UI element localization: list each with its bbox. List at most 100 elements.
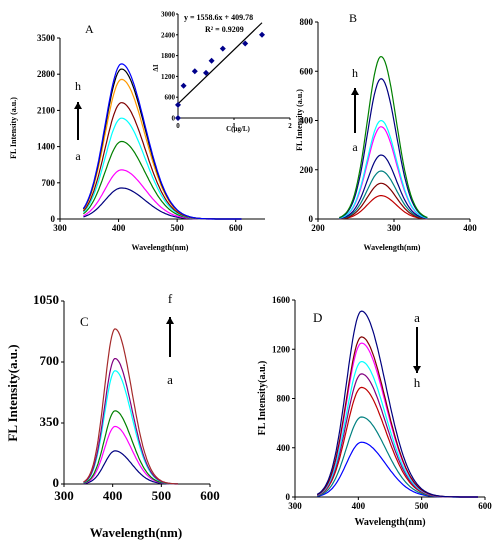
inset-data-point	[180, 82, 187, 89]
x-tick-label: 400	[103, 488, 123, 503]
series-line-7	[339, 78, 428, 219]
x-tick-label: 600	[478, 501, 492, 511]
inset-y-tick-label: 1200	[161, 73, 176, 81]
inset-y-axis-label: ΔI	[152, 64, 160, 71]
y-tick-label: 400	[300, 116, 314, 126]
x-axis-label: Wavelength(nm)	[364, 243, 421, 252]
arrow-top-label: h	[352, 66, 358, 80]
inset-x-axis-label: C(μg/L)	[226, 125, 250, 133]
inset-background	[178, 14, 290, 118]
series-line-8	[82, 63, 242, 220]
arrow-bottom-label: a	[75, 149, 81, 163]
x-tick-label: 300	[387, 223, 401, 233]
series-line-1	[339, 195, 428, 220]
series-line-6	[83, 328, 178, 485]
x-tick-label: 300	[54, 488, 74, 503]
y-tick-label: 0	[53, 475, 60, 490]
x-tick-label: 300	[53, 223, 67, 233]
y-tick-label: 2800	[37, 69, 56, 79]
y-axis-label: FL Intensity(a.u.)	[257, 361, 268, 436]
x-tick-label: 600	[229, 223, 243, 233]
inset-fit-line	[177, 22, 263, 105]
inset-x-tick-label: 2	[288, 122, 292, 130]
inset-data-point	[175, 101, 181, 108]
y-tick-label: 600	[300, 66, 314, 76]
inset-data-point	[203, 69, 209, 76]
y-tick-label: 800	[300, 17, 314, 27]
panel-letter: A	[85, 22, 94, 36]
inset-r-squared: R² = 0.9209	[205, 25, 244, 34]
y-tick-label: 1200	[272, 344, 291, 354]
inset-y-tick-label: 0	[172, 115, 176, 123]
y-tick-label: 800	[277, 394, 291, 404]
inset-x-tick-label: 0	[176, 122, 180, 130]
chart-panel-d: 0 400 800 1200 1600 300 400 500 600 Wavelength(nm…	[257, 295, 492, 528]
y-axis-label: FL Intensity(a.u.)	[5, 344, 20, 441]
y-tick-label: 0	[286, 492, 291, 502]
y-tick-label: 200	[300, 165, 314, 175]
x-axis-label: Wavelength(nm)	[90, 525, 182, 540]
y-tick-label: 1050	[33, 292, 59, 307]
arrow-bottom-label: a	[352, 140, 358, 154]
panel-letter: B	[349, 11, 357, 25]
series-line-8	[316, 310, 478, 498]
trend-arrow-head	[413, 366, 421, 373]
inset-y-tick-label: 600	[165, 94, 176, 102]
inset-data-point	[175, 115, 181, 121]
x-tick-label: 300	[288, 501, 302, 511]
arrow-bottom-label: a	[167, 372, 173, 387]
y-tick-label: 350	[40, 414, 60, 429]
series-line-3	[339, 170, 428, 220]
x-axis-label: Wavelength(nm)	[132, 243, 189, 252]
x-tick-label: 400	[352, 501, 366, 511]
series-line-6	[339, 119, 428, 219]
panel-letter: C	[80, 314, 89, 329]
inset-data-point	[242, 40, 249, 47]
y-axis-label: FL Intensity (a.u.)	[9, 97, 18, 159]
inset-data-point	[219, 45, 226, 52]
y-tick-label: 1400	[37, 142, 56, 152]
x-tick-label: 500	[152, 488, 172, 503]
x-tick-label: 500	[170, 223, 184, 233]
chart-panel-c: 0 350 700 1050 300 400 500 600 Wavelength(nm) FL …	[5, 291, 220, 540]
y-tick-label: 1600	[272, 295, 291, 305]
x-axis-label: Wavelength(nm)	[354, 517, 425, 528]
inset-y-tick-label: 3000	[161, 11, 176, 19]
y-tick-label: 0	[51, 214, 56, 224]
x-tick-label: 500	[415, 501, 429, 511]
series-line-4	[82, 117, 242, 220]
y-axis-label: FL Intensity (a.u.)	[295, 89, 304, 151]
inset-data-point	[208, 57, 215, 64]
inset-y-tick-label: 2400	[161, 31, 176, 39]
series-line-2	[339, 182, 428, 220]
y-tick-label: 700	[42, 178, 56, 188]
series-line-3	[83, 140, 242, 220]
panel-letter: D	[313, 310, 322, 325]
inset-y-tick-label: 1800	[161, 52, 176, 60]
y-tick-label: 400	[277, 443, 291, 453]
arrow-top-label: f	[168, 291, 173, 306]
arrow-top-label: h	[75, 79, 81, 93]
x-tick-label: 400	[112, 223, 126, 233]
trend-arrow-head	[166, 317, 174, 324]
x-tick-label: 400	[463, 223, 477, 233]
inset-data-point	[191, 68, 198, 75]
arrow-bottom-label: h	[414, 375, 421, 390]
inset-data-point	[259, 31, 265, 38]
y-tick-label: 0	[309, 214, 314, 224]
y-tick-label: 3500	[37, 33, 56, 43]
x-tick-label: 600	[200, 488, 220, 503]
series-line-8	[339, 56, 428, 219]
y-tick-label: 2100	[37, 105, 56, 115]
arrow-top-label: a	[414, 310, 420, 325]
inset-equation: y = 1558.6x + 409.78	[184, 13, 253, 22]
x-tick-label: 200	[311, 223, 325, 233]
inset-x-tick-label: 1	[232, 122, 236, 130]
y-tick-label: 700	[40, 353, 60, 368]
trend-arrow-head	[74, 102, 82, 109]
trend-arrow-head	[351, 88, 359, 95]
series-line-4	[339, 154, 428, 219]
